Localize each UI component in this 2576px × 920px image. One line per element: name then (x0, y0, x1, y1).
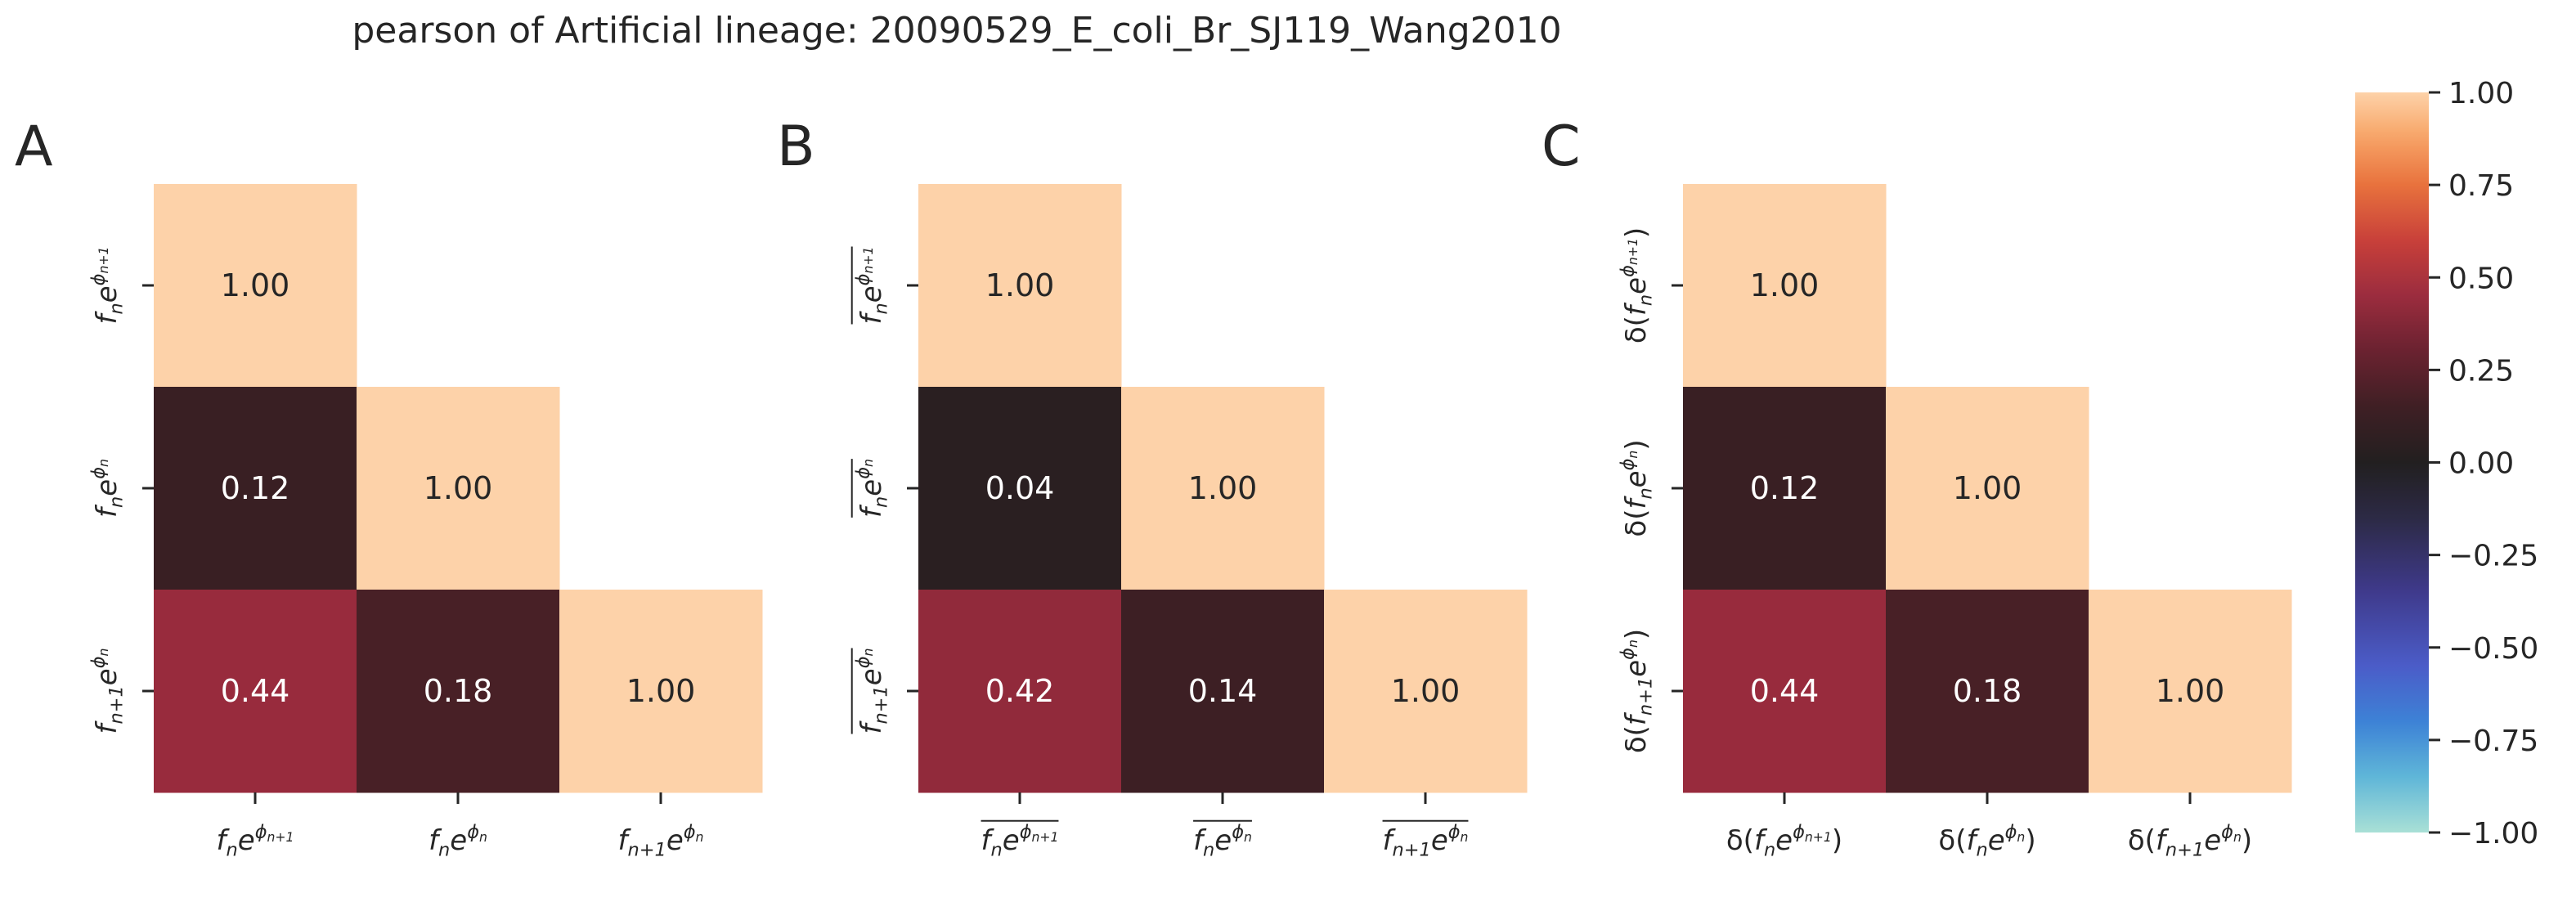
heatmap-cell (918, 590, 1122, 793)
heatmap-cell (1683, 590, 1887, 793)
colorbar-tick-label: −0.25 (2448, 540, 2538, 573)
colorbar-tick-label: −0.50 (2448, 632, 2538, 666)
x-tick-label: δ(fn+1eϕn) (2128, 822, 2252, 861)
heatmap-cell (1324, 590, 1528, 793)
cell-annotation: 0.12 (221, 470, 290, 506)
y-tick-label: fn+1eϕn (853, 648, 892, 734)
y-tick-label: fneϕn (88, 459, 128, 518)
heatmap-cell (1683, 184, 1887, 388)
panel-letter: B (777, 114, 815, 179)
cell-annotation: 1.00 (2156, 673, 2225, 709)
heatmap-panel-c: C1.000.12 1.000.44 0.18 1.00δ(fneϕn+1) δ(fne… (1542, 114, 2292, 860)
cell-annotation: 1.00 (985, 267, 1055, 303)
cell-annotation: 1.00 (424, 470, 493, 506)
x-tick-label: fn+1eϕn (1383, 822, 1469, 861)
heatmap-cell (154, 387, 357, 590)
x-tick-label: fneϕn (429, 822, 487, 861)
colorbar: 1.00 0.75 0.50 0.25 0.00 −0.25 −0.50 −0.75 −1.00 (2355, 77, 2538, 850)
heatmap-cell (1886, 387, 2089, 590)
heatmap-cell (1683, 387, 1887, 590)
colorbar-gradient (2355, 92, 2429, 832)
cell-annotation: 1.00 (1953, 470, 2022, 506)
heatmap-cell (1886, 590, 2089, 793)
cell-annotation: 0.42 (985, 673, 1055, 709)
panel-letter: C (1542, 114, 1580, 179)
colorbar-tick-label: 0.25 (2448, 354, 2514, 388)
cell-annotation: 1.00 (1188, 470, 1258, 506)
cell-annotation: 0.04 (985, 470, 1055, 506)
cell-annotation: 1.00 (1750, 267, 1820, 303)
heatmap-cell (559, 590, 763, 793)
heatmap-cell (1121, 590, 1325, 793)
cell-annotation: 1.00 (626, 673, 696, 709)
heatmap-cell (154, 590, 357, 793)
cell-annotation: 0.14 (1188, 673, 1258, 709)
heatmap-panel-b: B 1.00 0.04 1.00 0.42 0.14 1.00 fneϕn+1 fneϕn fn+… (777, 114, 1528, 860)
heatmap-cell (918, 387, 1122, 590)
cell-annotation: 0.12 (1750, 470, 1820, 506)
heatmap-panels: A 1.00 0.12 1.00 0.44 0.18 1.00 fneϕn+1 fneϕn fn+… (15, 114, 2292, 860)
cell-annotation: 0.44 (221, 673, 290, 709)
colorbar-tick-label: −0.75 (2448, 725, 2538, 758)
cell-annotation: 1.00 (1391, 673, 1461, 709)
colorbar-tick-label: 0.00 (2448, 447, 2514, 481)
colorbar-tick-label: 1.00 (2448, 77, 2514, 110)
heatmap-cell (357, 387, 560, 590)
heatmap-cell (918, 184, 1122, 388)
y-tick-label: fneϕn+1 (853, 247, 892, 325)
heatmap-cell (357, 590, 560, 793)
heatmap-cell (1121, 387, 1325, 590)
colorbar-tick-label: 0.50 (2448, 262, 2514, 295)
cell-annotation: 0.18 (424, 673, 493, 709)
heatmap-cell (154, 184, 357, 388)
heatmap-cell (2089, 590, 2292, 793)
y-tick-label: δ(fneϕn) (1618, 439, 1657, 536)
x-tick-label: δ(fneϕn) (1938, 822, 2035, 861)
colorbar-tick-label: −1.00 (2448, 817, 2538, 850)
panel-letter: A (15, 114, 53, 179)
x-tick-label: fneϕn+1 (981, 822, 1059, 861)
cell-annotation: 0.44 (1750, 673, 1820, 709)
cell-annotation: 0.18 (1953, 673, 2022, 709)
colorbar-tick-label: 0.75 (2448, 169, 2514, 203)
x-tick-label: fneϕn+1 (217, 822, 294, 861)
y-tick-label: fneϕn (853, 459, 892, 518)
figure-title: pearson of Artificial lineage: 20090529_… (352, 10, 1561, 52)
x-tick-label: fneϕn (1193, 822, 1252, 861)
cell-annotation: 1.00 (221, 267, 290, 303)
